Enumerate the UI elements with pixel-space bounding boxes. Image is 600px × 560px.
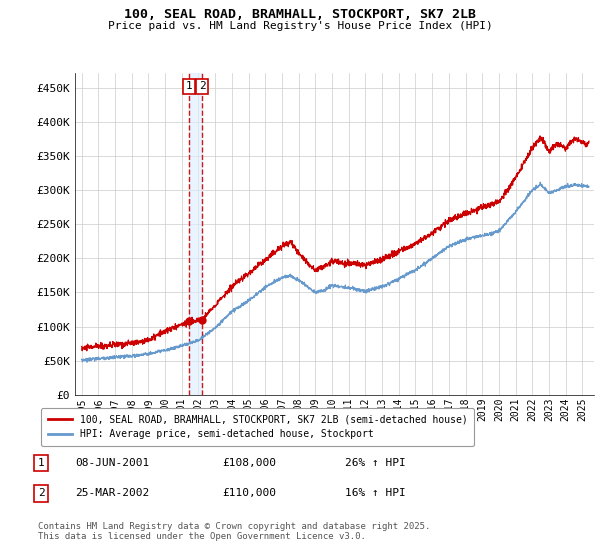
Text: 2: 2: [38, 488, 44, 498]
Text: 1: 1: [186, 81, 193, 91]
Bar: [189, 73, 202, 395]
Text: 100, SEAL ROAD, BRAMHALL, STOCKPORT, SK7 2LB: 100, SEAL ROAD, BRAMHALL, STOCKPORT, SK7…: [124, 8, 476, 21]
Text: 16% ↑ HPI: 16% ↑ HPI: [345, 488, 406, 498]
Text: 08-JUN-2001: 08-JUN-2001: [75, 458, 149, 468]
Text: 26% ↑ HPI: 26% ↑ HPI: [345, 458, 406, 468]
Text: £110,000: £110,000: [222, 488, 276, 498]
Text: Contains HM Land Registry data © Crown copyright and database right 2025.
This d: Contains HM Land Registry data © Crown c…: [38, 522, 430, 542]
Text: £108,000: £108,000: [222, 458, 276, 468]
Legend: 100, SEAL ROAD, BRAMHALL, STOCKPORT, SK7 2LB (semi-detached house), HPI: Average: 100, SEAL ROAD, BRAMHALL, STOCKPORT, SK7…: [41, 408, 475, 446]
Text: 2: 2: [199, 81, 206, 91]
Text: Price paid vs. HM Land Registry's House Price Index (HPI): Price paid vs. HM Land Registry's House …: [107, 21, 493, 31]
Text: 1: 1: [38, 458, 44, 468]
Text: 25-MAR-2002: 25-MAR-2002: [75, 488, 149, 498]
